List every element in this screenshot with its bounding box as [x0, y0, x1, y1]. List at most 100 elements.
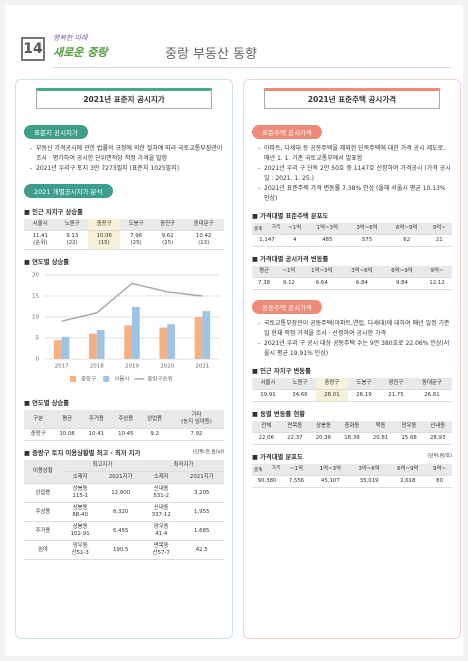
heading: ■ 연도별 상승률 [24, 259, 70, 266]
left-column: 2021년 표준지 공시지가 표준지 공시지가 부동산 가격공시에 관한 법률의… [15, 79, 233, 639]
heading: ■ 인근 자치구 상승률 [24, 209, 83, 216]
bar [96, 330, 105, 359]
th: 2021지가 [179, 471, 224, 484]
bar [159, 327, 168, 359]
unit: (단위:명/호) [427, 454, 452, 459]
cell: 6.64 [301, 277, 342, 290]
th: 신내동 [423, 421, 452, 433]
table-wrap: 전체 면목동 상봉동 중화동 묵동 망우동 신내동 22.06 22.37 20.36 18.39 2… [244, 421, 460, 445]
bullet: 2021년 우리구 토지 3만 7273필지 (표준지 1025필지) [36, 164, 224, 174]
bar [53, 340, 62, 359]
header-row: 평균 ~1억 1억~3억 3억~6억 6억~9억 9억~ [252, 266, 452, 278]
th: ~1억 [282, 223, 308, 235]
table: 가격 총계 ~1억 1억~3억 3억~6억 6억~9억 9억~ 90,380 7,556 45,1… [252, 464, 452, 488]
th: 9억~ [427, 464, 452, 476]
table-wrap: 평균 ~1억 1억~3억 3억~6억 6억~9억 9억~ 7.38 9.12 6.64 6.84 9… [244, 266, 460, 290]
table-wrap: 서울시 노원구 중랑구 도봉구 광진구 동대문구 11.41 (순위) 9.13 (22) 10… [16, 219, 232, 250]
heading: (단위:명/호) ■ 가격대별 분포도 [252, 452, 452, 461]
bullets: 아파트, 다세대 등 공동주택을 제외한 단독주택에 대한 가격 공시 제도로,… [254, 144, 452, 204]
heading-text: ■ 중랑구 토지 이용상황별 최고 · 최저 지가 [24, 450, 141, 457]
th: 2021지가 [98, 471, 143, 484]
th: 9억~ [426, 223, 452, 235]
th: 동대문구 [411, 378, 452, 390]
x-tick-label: 2020 [160, 364, 174, 370]
th: ~1억 [282, 464, 311, 476]
legend-label: 중랑구순위 [147, 375, 172, 383]
tbody: 90,380 7,556 45,107 35,019 2,618 80 [252, 475, 452, 488]
tbody: 1,147 4 485 575 62 21 [252, 234, 452, 247]
bullet: 아파트, 다세대 등 공동주택을 제외한 단독주택에 대한 가격 공시 제도로,… [264, 144, 452, 164]
th: 1억~3억 [301, 266, 342, 278]
th: 소재지 [142, 471, 180, 484]
corner-cell: 가격 총계 [252, 464, 282, 476]
bar [167, 324, 175, 359]
cell: 190.5 [98, 540, 143, 560]
row: 22.06 22.37 20.36 18.39 20.81 15.68 28.93 [252, 432, 452, 445]
cell: 20.36 [309, 432, 338, 445]
cell: 6,320 [98, 502, 143, 522]
cell: 9.62 (25) [151, 230, 184, 250]
bullet: 2021년 우리 구 단독 2만 50호 중 1147호 선정하여 가격공시 (… [264, 164, 452, 184]
th: 노원구 [283, 378, 316, 390]
th: 광진구 [379, 378, 412, 390]
bullet: 부동산 가격공시에 관한 법률의 규정에 의한 절차에 따라 국토교통부장관이 … [36, 144, 224, 164]
cell: 45,107 [310, 475, 350, 488]
legend-swatch [103, 376, 110, 382]
heading-text: ■ 가격대별 분포도 [252, 454, 303, 461]
th: 최저지가 [142, 460, 224, 472]
cell: 20.81 [366, 432, 395, 445]
cell: 15.68 [394, 432, 424, 445]
th: 주거용 [81, 410, 112, 429]
th: 면목동 [280, 421, 310, 433]
cell: 2,618 [388, 475, 428, 488]
th: 이용상황 [24, 460, 62, 484]
th: 6억~9억 [381, 266, 422, 278]
th: 평균 [252, 266, 277, 278]
cell: 9.12 [276, 277, 302, 290]
cell: 상봉동 88-40 [61, 502, 99, 522]
table: 구분 평균 주거용 주상용 상업용 기타 (농지 임야등) 중랑구 10.06 10.41 10.… [24, 410, 224, 441]
thead: 가격 총계 ~1억 1억~3억 3억~6억 6억~9억 9억~ [252, 464, 452, 476]
section-label: 공동주택 공시가격 [252, 300, 322, 314]
table: 평균 ~1억 1억~3억 3억~6억 6억~9억 9억~ 7.38 9.12 6.64 6.84 9… [252, 266, 452, 290]
line [61, 282, 203, 322]
table: 가격 총계 ~1억 1억~3억 3억~6억 6억~9억 9억~ 1,147 4 485 575 62 2… [252, 223, 452, 247]
x-tick-label: 2019 [125, 364, 139, 370]
cell: 신내동 337-12 [142, 502, 180, 522]
legend-label: 중랑구 [81, 376, 96, 383]
divider [53, 67, 451, 68]
corner-top: 가격 [271, 466, 280, 471]
logo-bottom: 새로운 중랑 [53, 46, 108, 59]
row: 임야 망우동 산51-3 190.5 면목동 산57-7 42.5 [24, 540, 224, 560]
cell: 62 [386, 234, 427, 247]
header-row: 서울시 노원구 중랑구 도봉구 광진구 동대문구 [24, 219, 224, 231]
table: 서울시 노원구 중랑구 도봉구 광진구 동대문구 19.91 34.66 28.01 26.19 2… [252, 378, 452, 402]
th: 1억~3억 [307, 223, 348, 235]
corner-bottom: 총계 [254, 227, 263, 232]
cell: 10.06 (15) [87, 230, 121, 250]
thead: 평균 ~1억 1억~3억 3억~6억 6억~9억 9억~ [252, 266, 452, 278]
th: 기타 (농지 임야등) [168, 410, 224, 429]
y-tick-label: 20 [32, 273, 39, 279]
bar [61, 336, 70, 359]
column-title: 2021년 표준주택 공시가격 [264, 88, 440, 109]
th: 3억~6억 [341, 266, 382, 278]
row: 7.38 9.12 6.64 6.84 9.84 12.12 [252, 277, 452, 290]
legend-swatch [70, 376, 76, 382]
unit: (단위:천 원/㎡) [193, 450, 224, 455]
logo-top: 행복한 미래 [53, 34, 88, 42]
tbody: 7.38 9.12 6.64 6.84 9.84 12.12 [252, 277, 452, 290]
header-row: 구분 평균 주거용 주상용 상업용 기타 (농지 임야등) [24, 410, 224, 429]
cell: 4 [282, 234, 308, 247]
cell: 1,685 [179, 521, 224, 541]
bar [132, 306, 140, 359]
th: 6억~9억 [388, 464, 428, 476]
th: 상업용 [140, 410, 169, 429]
cell: 5,455 [98, 521, 143, 541]
th: 중랑구 [87, 219, 121, 231]
th: 노원구 [56, 219, 88, 231]
cell: 신내동 531-2 [142, 483, 180, 503]
section-label: 표준지 공시지가 [24, 125, 88, 139]
cell: 9.84 [381, 277, 422, 290]
